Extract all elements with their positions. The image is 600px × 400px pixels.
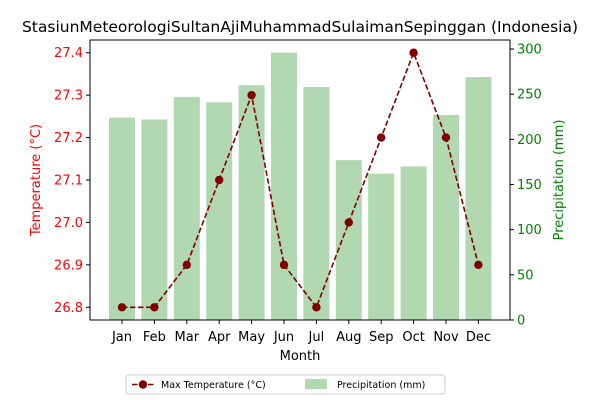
precipitation-bar (173, 96, 200, 320)
temperature-point (409, 48, 418, 57)
temperature-point (182, 260, 191, 270)
x-tick-label: Jun (273, 330, 294, 345)
precipitation-bar (400, 166, 427, 320)
x-tick-label: Jul (308, 330, 325, 345)
precipitation-bar (271, 52, 297, 320)
temperature-point (150, 303, 159, 312)
precipitation-bar (465, 77, 492, 320)
temperature-point (247, 90, 256, 100)
right-tick-label: 300 (517, 43, 542, 58)
right-tick-label: 200 (517, 133, 542, 148)
x-tick-label: May (238, 330, 265, 345)
chart-title: StasiunMeteorologiSultanAjiMuhammadSulai… (22, 18, 578, 36)
left-tick-label: 26.8 (54, 301, 83, 316)
right-axis-label: Precipitation (mm) (552, 120, 567, 241)
x-tick-label: Aug (336, 330, 361, 345)
x-axis: Jan Feb Mar Apr May Jun Jul Aug Sep Oct Nov Dec (111, 320, 491, 345)
x-tick-label: Apr (208, 330, 231, 345)
left-axis: 26.8 26.9 27.0 27.1 27.2 27.3 27.4 (54, 46, 90, 316)
right-tick-label: 250 (517, 88, 542, 103)
temperature-point (474, 260, 483, 270)
x-tick-label: Dec (466, 330, 491, 345)
left-tick-label: 27.3 (54, 89, 83, 104)
x-tick-label: Jan (111, 330, 132, 345)
temperature-line (117, 48, 483, 312)
precipitation-bar (206, 102, 233, 321)
right-tick-label: 0 (517, 314, 525, 329)
temperature-point (117, 303, 127, 312)
precipitation-bar (238, 85, 265, 321)
x-tick-label: Oct (402, 330, 424, 345)
right-tick-label: 150 (517, 178, 542, 193)
x-tick-label: Nov (433, 330, 459, 345)
x-axis-label: Month (280, 349, 321, 364)
left-tick-label: 26.9 (54, 258, 83, 273)
precipitation-bars (109, 52, 492, 321)
legend-box (125, 374, 446, 395)
legend: Max Temperature (°C) Precipitation (mm) (125, 374, 446, 395)
left-tick-label: 27.4 (54, 46, 83, 61)
left-axis-label: Temperature (°C) (29, 124, 44, 237)
left-tick-label: 27.1 (54, 174, 83, 189)
temperature-point (441, 133, 451, 142)
precipitation-bar (335, 160, 362, 320)
temperature-point (279, 260, 289, 270)
precipitation-bar (368, 173, 395, 320)
precipitation-bar (109, 117, 135, 320)
legend-line-marker (138, 380, 148, 389)
x-tick-label: Sep (369, 330, 394, 345)
right-axis: 0 50 100 150 200 250 300 (510, 43, 542, 329)
legend-label-precipitation: Precipitation (mm) (337, 380, 425, 391)
legend-bar-swatch (305, 379, 327, 389)
temperature-point (377, 133, 386, 142)
temperature-point (312, 303, 321, 312)
temperature-point (215, 175, 224, 185)
precipitation-bar (433, 114, 459, 320)
left-tick-label: 27.0 (54, 216, 83, 231)
left-tick-label: 27.2 (54, 131, 83, 146)
right-tick-label: 50 (517, 268, 534, 283)
right-tick-label: 100 (517, 223, 542, 238)
x-tick-label: Mar (175, 330, 200, 345)
temperature-point (344, 218, 353, 227)
precipitation-bar (303, 86, 330, 320)
precipitation-bar (141, 119, 168, 320)
x-tick-label: Feb (143, 330, 166, 345)
temperature-line-path (122, 50, 480, 309)
legend-label-temperature: Max Temperature (°C) (161, 380, 266, 391)
